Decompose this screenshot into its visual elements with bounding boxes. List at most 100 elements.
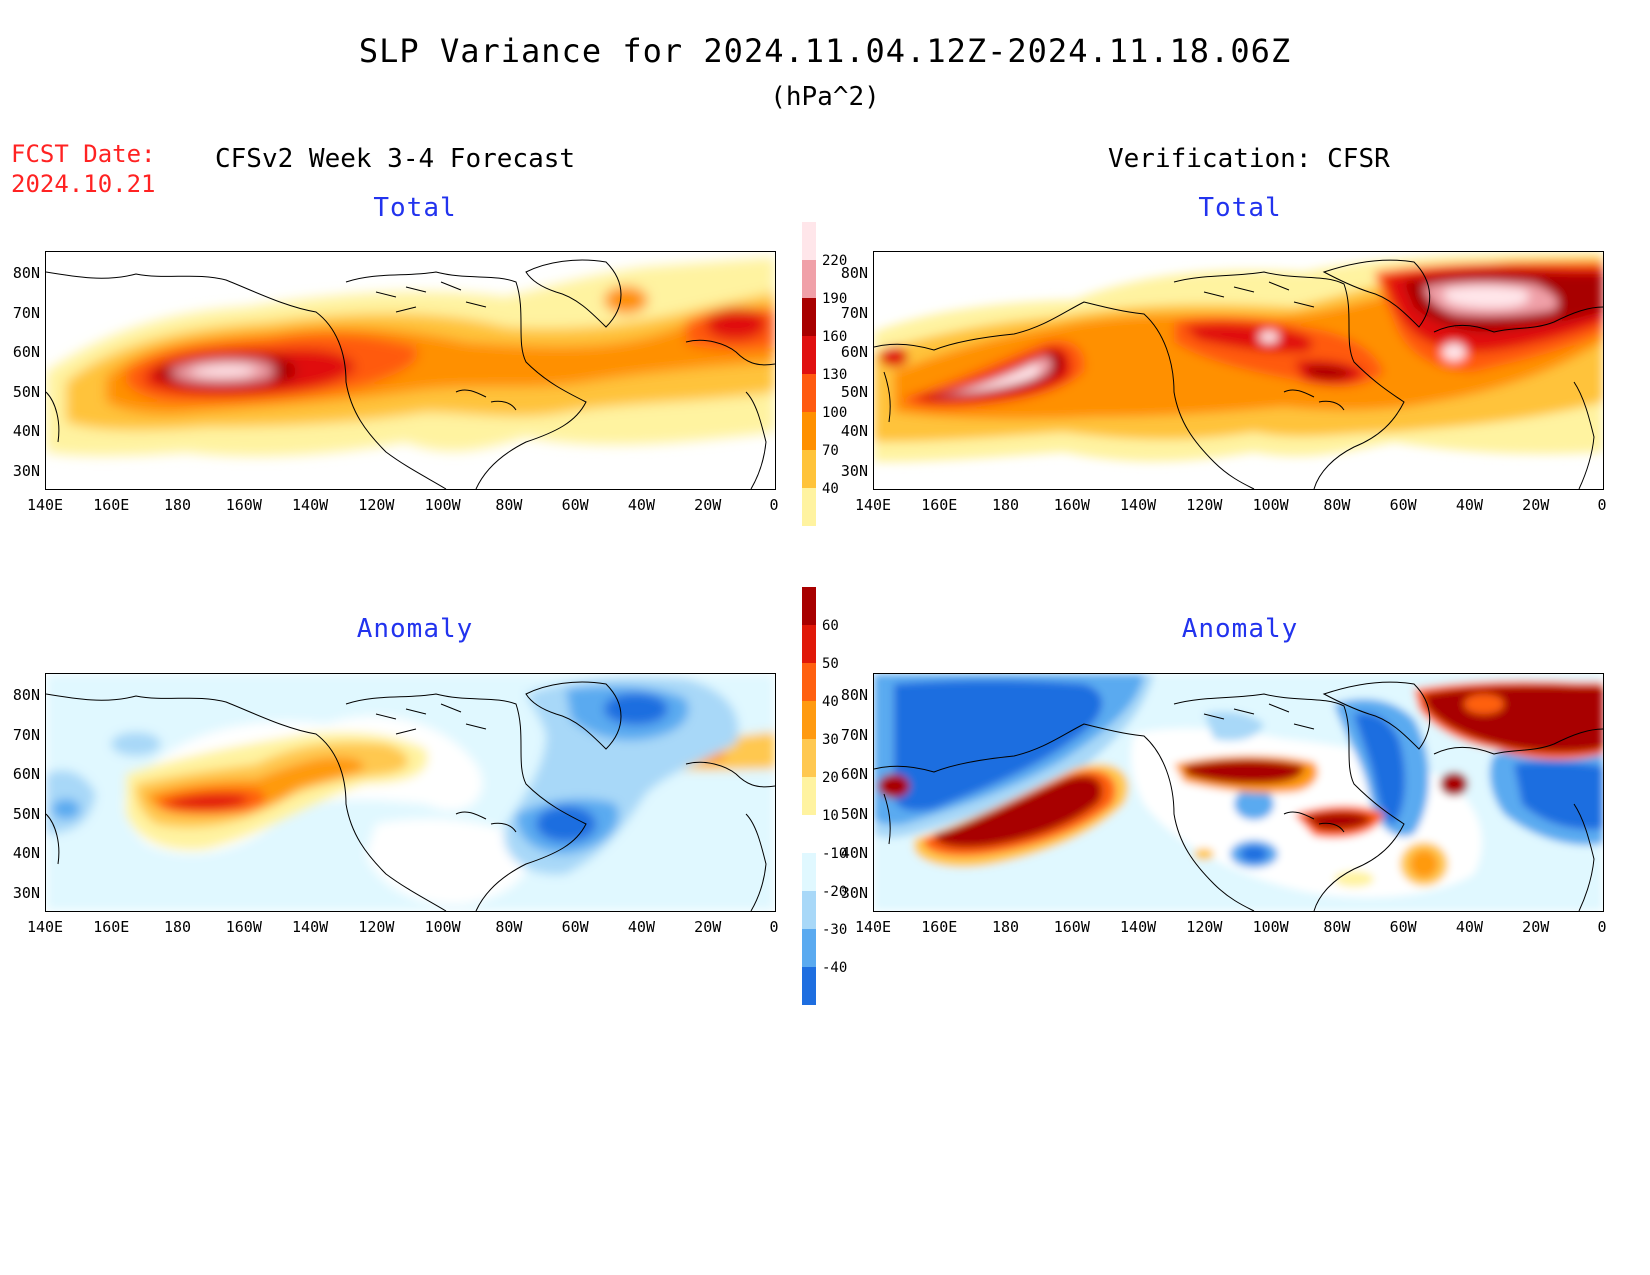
verification-anomaly-map bbox=[873, 673, 1604, 912]
lat-tick-label: 40N bbox=[840, 844, 868, 862]
forecast-column-header: CFSv2 Week 3-4 Forecast bbox=[215, 144, 576, 174]
forecast-date-label: FCST Date: bbox=[11, 140, 156, 168]
lon-tick-label: 120W bbox=[1186, 496, 1223, 514]
lon-tick-label: 140E bbox=[854, 918, 892, 936]
lon-tick-label: 0 bbox=[1597, 496, 1607, 514]
anomaly-colorbar-level-label: 60 bbox=[822, 618, 839, 634]
lon-tick-label: 40W bbox=[627, 918, 655, 936]
lat-tick-label: 50N bbox=[840, 804, 868, 823]
lat-tick-label: 40N bbox=[12, 844, 40, 862]
anomaly-colorbar-level-label: -20 bbox=[822, 884, 847, 900]
anomaly-colorbar-swatch bbox=[802, 967, 816, 1005]
lon-tick-label: 140W bbox=[1120, 496, 1157, 514]
lon-tick-label: 20W bbox=[694, 496, 722, 514]
lon-tick-label: 100W bbox=[1252, 918, 1289, 936]
lon-tick-label: 40W bbox=[627, 496, 655, 514]
total-colorbar-swatch bbox=[802, 412, 816, 450]
lat-tick-label: 80N bbox=[840, 264, 868, 282]
verification-total-map bbox=[873, 251, 1604, 490]
lon-tick-label: 120W bbox=[358, 496, 395, 514]
lon-tick-label: 20W bbox=[1522, 496, 1550, 514]
verification-column-header: Verification: CFSR bbox=[1108, 144, 1390, 174]
lon-tick-label: 60W bbox=[1389, 496, 1417, 514]
lon-tick-label: 60W bbox=[1389, 918, 1417, 936]
lon-tick-label: 80W bbox=[495, 496, 523, 514]
anomaly-colorbar-swatch bbox=[802, 625, 816, 663]
figure-title: SLP Variance for 2024.11.04.12Z-2024.11.… bbox=[358, 32, 1292, 70]
anomaly-colorbar-level-label: 40 bbox=[822, 694, 839, 710]
lon-tick-label: 0 bbox=[1597, 918, 1607, 936]
anomaly-colorbar-level-label: 30 bbox=[822, 732, 839, 748]
lon-tick-label: 140W bbox=[1120, 918, 1157, 936]
anomaly-colorbar-level-label: 20 bbox=[822, 770, 839, 786]
total-colorbar: 220 190 160 130 100 70 40 bbox=[802, 222, 847, 526]
lat-tick-label: 70N bbox=[12, 303, 40, 322]
total-colorbar-swatch bbox=[802, 488, 816, 526]
anomaly-colorbar-swatch bbox=[802, 777, 816, 815]
total-colorbar-swatch bbox=[802, 336, 816, 374]
lon-tick-label: 40W bbox=[1455, 918, 1483, 936]
anomaly-colorbar-swatch bbox=[802, 739, 816, 777]
lon-tick-label: 160E bbox=[93, 496, 130, 514]
lat-tick-label: 40N bbox=[840, 422, 868, 440]
lon-tick-label: 160E bbox=[921, 918, 958, 936]
lon-tick-label: 160E bbox=[921, 496, 958, 514]
lon-tick-label: 120W bbox=[1186, 918, 1223, 936]
anomaly-colorbar-level-label: -40 bbox=[822, 960, 847, 976]
forecast-total-title: Total bbox=[373, 193, 457, 223]
lat-tick-label: 30N bbox=[12, 883, 40, 902]
lon-tick-label: 180 bbox=[991, 496, 1020, 514]
total-colorbar-swatch bbox=[802, 260, 816, 298]
total-colorbar-level-label: 190 bbox=[822, 291, 847, 307]
lat-tick-label: 60N bbox=[840, 343, 868, 361]
lat-tick-label: 50N bbox=[12, 804, 40, 823]
verification-total-field bbox=[874, 252, 1603, 489]
lon-tick-label: 140E bbox=[26, 918, 64, 936]
lon-tick-label: 160W bbox=[225, 918, 262, 936]
forecast-total-map bbox=[45, 251, 776, 490]
anomaly-colorbar-swatch bbox=[802, 929, 816, 967]
lon-tick-label: 120W bbox=[358, 918, 395, 936]
lat-tick-label: 80N bbox=[12, 264, 40, 282]
units-label: (hPa^2) bbox=[770, 82, 880, 112]
forecast-date-value: 2024.10.21 bbox=[11, 170, 156, 198]
total-colorbar-level-label: 40 bbox=[822, 481, 839, 497]
lon-tick-label: 160W bbox=[225, 496, 262, 514]
anomaly-colorbar-level-label: 50 bbox=[822, 656, 839, 672]
lon-tick-label: 100W bbox=[1252, 496, 1289, 514]
lon-tick-label: 20W bbox=[1522, 918, 1550, 936]
lon-tick-label: 140E bbox=[26, 496, 64, 514]
lon-tick-label: 180 bbox=[991, 918, 1020, 936]
total-colorbar-swatch bbox=[802, 374, 816, 412]
total-colorbar-level-label: 160 bbox=[822, 329, 847, 345]
forecast-anomaly-field bbox=[46, 674, 775, 911]
verification-anomaly-field bbox=[874, 674, 1603, 911]
total-colorbar-swatch bbox=[802, 450, 816, 488]
lon-tick-label: 80W bbox=[1323, 918, 1351, 936]
total-colorbar-level-label: 220 bbox=[822, 253, 847, 269]
lat-tick-label: 60N bbox=[12, 343, 40, 361]
forecast-total-field bbox=[46, 257, 775, 489]
lon-tick-label: 160W bbox=[1053, 918, 1090, 936]
lon-tick-label: 80W bbox=[495, 918, 523, 936]
lat-tick-label: 80N bbox=[840, 686, 868, 704]
anomaly-colorbar-swatch bbox=[802, 701, 816, 739]
lat-tick-label: 50N bbox=[12, 382, 40, 401]
lon-tick-label: 100W bbox=[424, 496, 461, 514]
anomaly-colorbar-swatch bbox=[802, 815, 816, 853]
lon-tick-label: 140W bbox=[292, 918, 329, 936]
lat-tick-label: 60N bbox=[840, 765, 868, 783]
verification-anomaly-title: Anomaly bbox=[1181, 614, 1299, 644]
lat-tick-label: 70N bbox=[840, 725, 868, 744]
total-colorbar-level-label: 100 bbox=[822, 405, 847, 421]
anomaly-colorbar-swatch bbox=[802, 853, 816, 891]
lon-tick-label: 60W bbox=[561, 918, 589, 936]
anomaly-colorbar-level-label: 10 bbox=[822, 808, 839, 824]
total-colorbar-level-label: 130 bbox=[822, 367, 847, 383]
lat-tick-label: 30N bbox=[12, 461, 40, 480]
lat-tick-label: 40N bbox=[12, 422, 40, 440]
lat-tick-label: 30N bbox=[840, 883, 868, 902]
lon-tick-label: 0 bbox=[769, 496, 779, 514]
lon-tick-label: 60W bbox=[561, 496, 589, 514]
forecast-anomaly-map bbox=[45, 673, 776, 912]
